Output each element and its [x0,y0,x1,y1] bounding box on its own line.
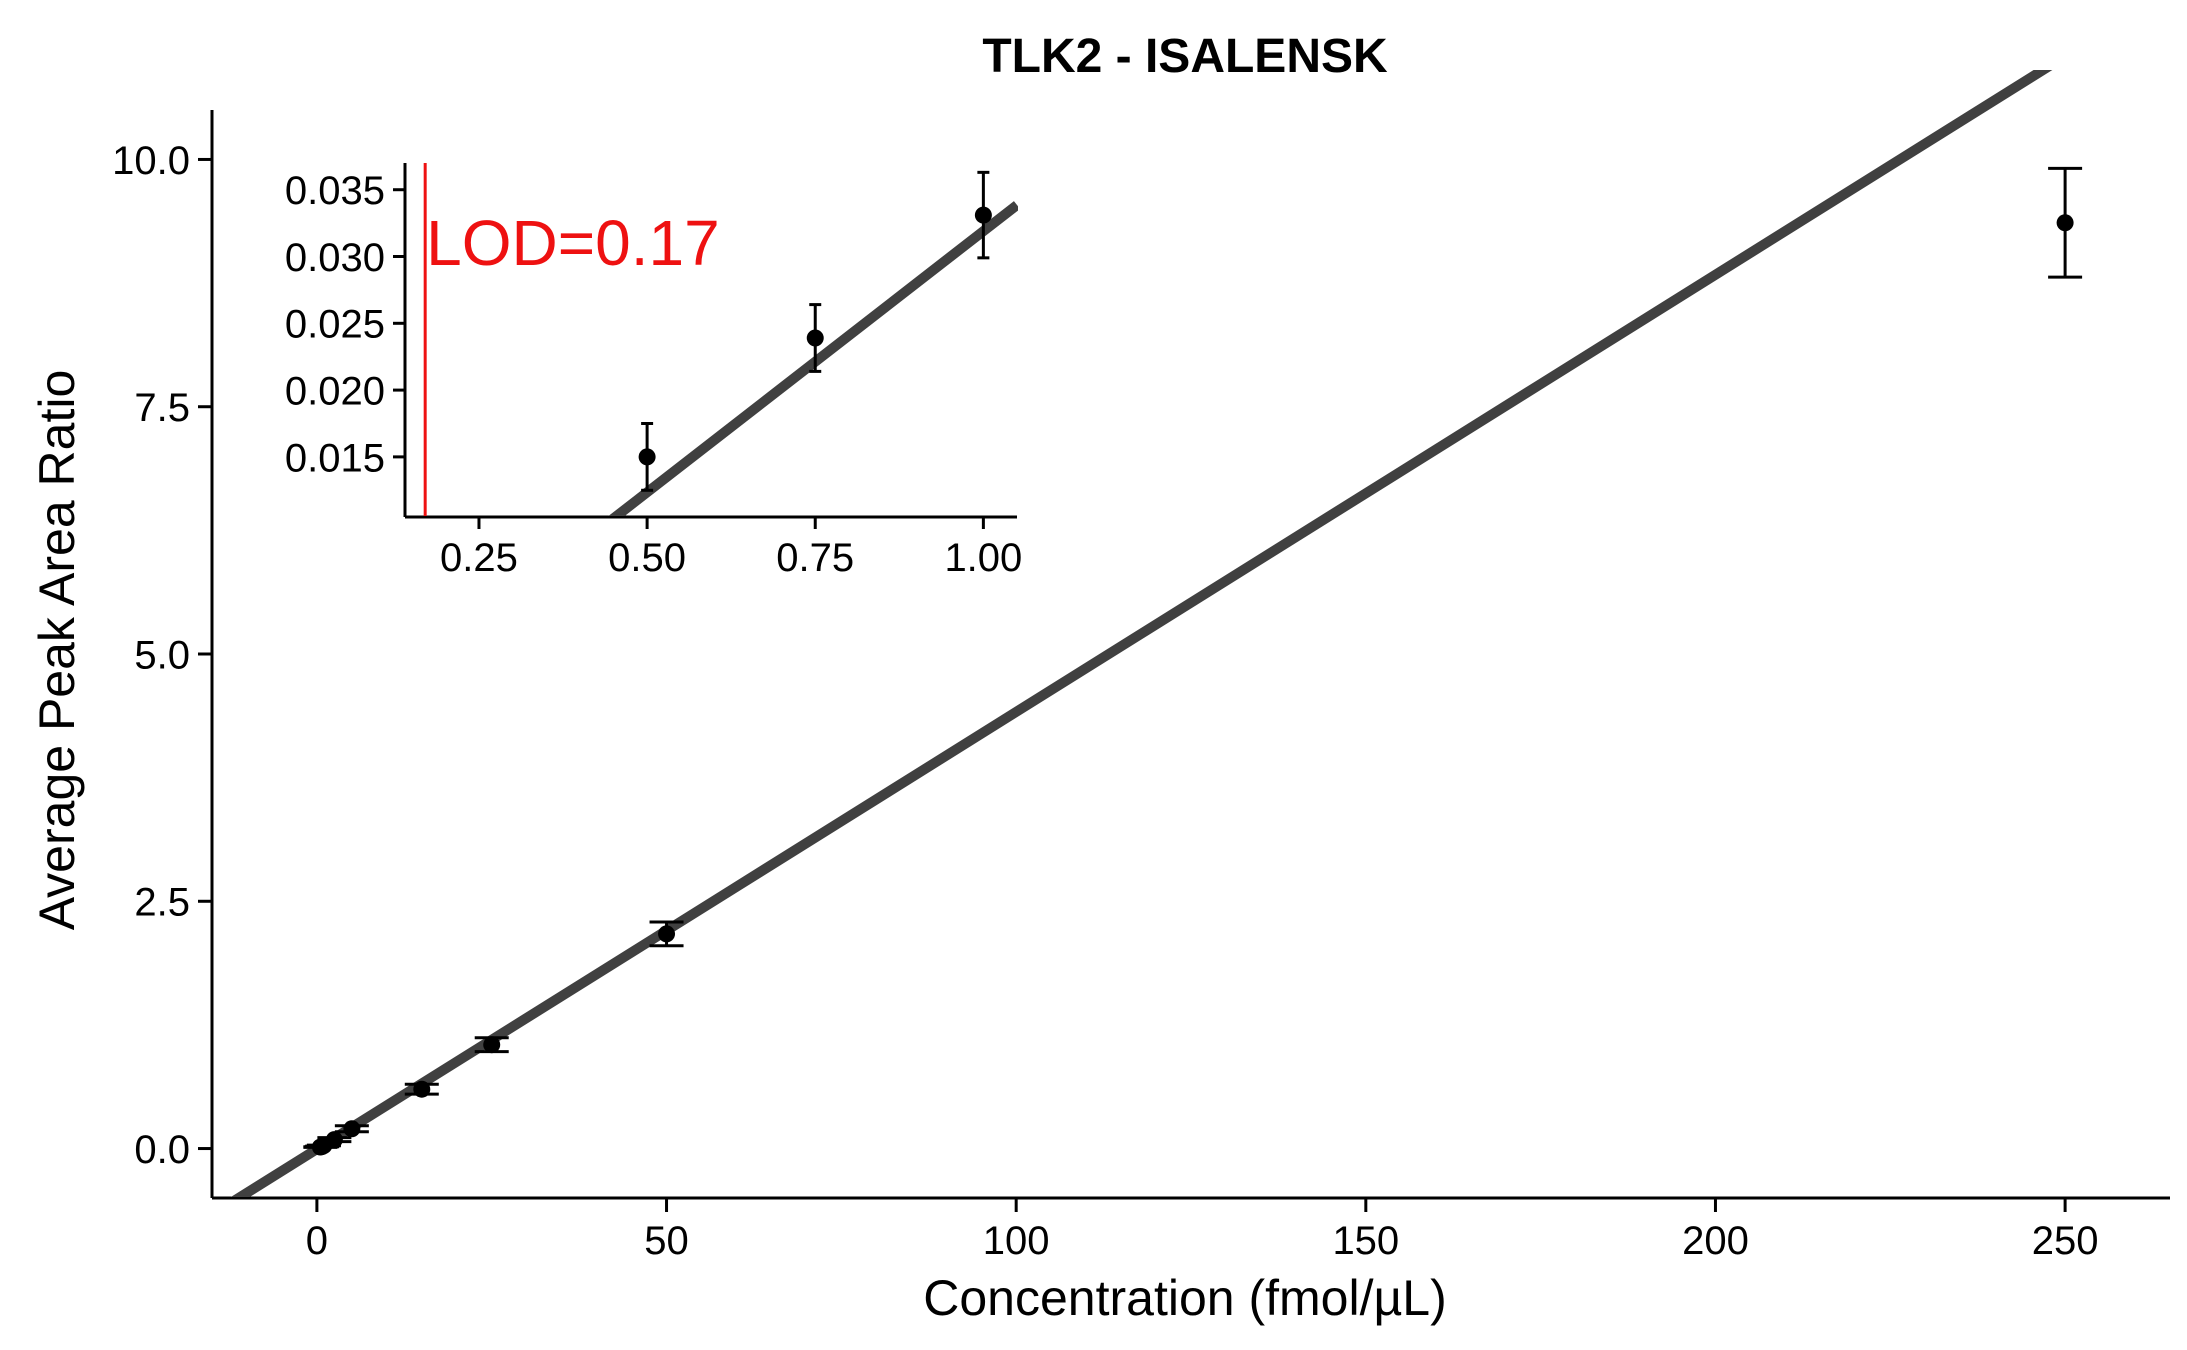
inset-y-tick-label: 0.025 [285,303,385,347]
inset-y-tick-label: 0.035 [285,169,385,213]
lod-label: LOD=0.17 [426,207,720,279]
main-data-point [325,1131,343,1149]
x-axis-label: Concentration (fmol/µL) [923,1270,1446,1326]
main-x-tick-label: 150 [1332,1219,1399,1263]
inset-x-tick-label: 0.75 [776,536,854,580]
inset-x-tick-label: 0.25 [440,536,518,580]
main-data-point [2056,214,2074,232]
inset-data-point [638,448,656,466]
main-x-tick-label: 0 [306,1219,328,1263]
main-y-tick-label: 0.0 [134,1128,190,1172]
main-y-tick-label: 2.5 [134,881,190,925]
main-fit-line [230,70,2053,1197]
main-y-tick-label: 7.5 [134,386,190,430]
y-axis-label: Average Peak Area Ratio [29,370,85,931]
inset-plot-area: 0.25 0.50 0.75 1.00 0.015 0.020 0.025 0.030 0.03… [285,163,1022,580]
inset-x-tick-label: 1.00 [944,536,1022,580]
inset-data-point [974,206,992,224]
main-data-point [343,1120,361,1138]
main-plot-content [230,70,2083,1197]
main-plot-area: 0 50 100 150 200 250 0.0 2.5 5.0 7.5 10.0 [112,70,2170,1263]
inset-y-tick-label: 0.020 [285,369,385,413]
inset-plot-content [423,163,1018,516]
main-x-tick-label: 100 [983,1219,1050,1263]
main-y-tick-label: 10.0 [112,139,190,183]
inset-y-tick-label: 0.030 [285,236,385,280]
chart-title: TLK2 - ISALENSK [982,30,1388,83]
inset-x-tick-label: 0.50 [608,536,686,580]
main-data-point [658,925,676,943]
main-x-tick-label: 250 [2032,1219,2099,1263]
inset-y-tick-label: 0.015 [285,436,385,480]
main-x-tick-label: 200 [1682,1219,1749,1263]
inset-fit-line [608,201,1018,516]
main-x-tick-label: 50 [644,1219,689,1263]
main-data-point [413,1080,431,1098]
main-y-tick-label: 5.0 [134,633,190,677]
inset-data-point [806,329,824,347]
main-data-point [483,1036,501,1054]
